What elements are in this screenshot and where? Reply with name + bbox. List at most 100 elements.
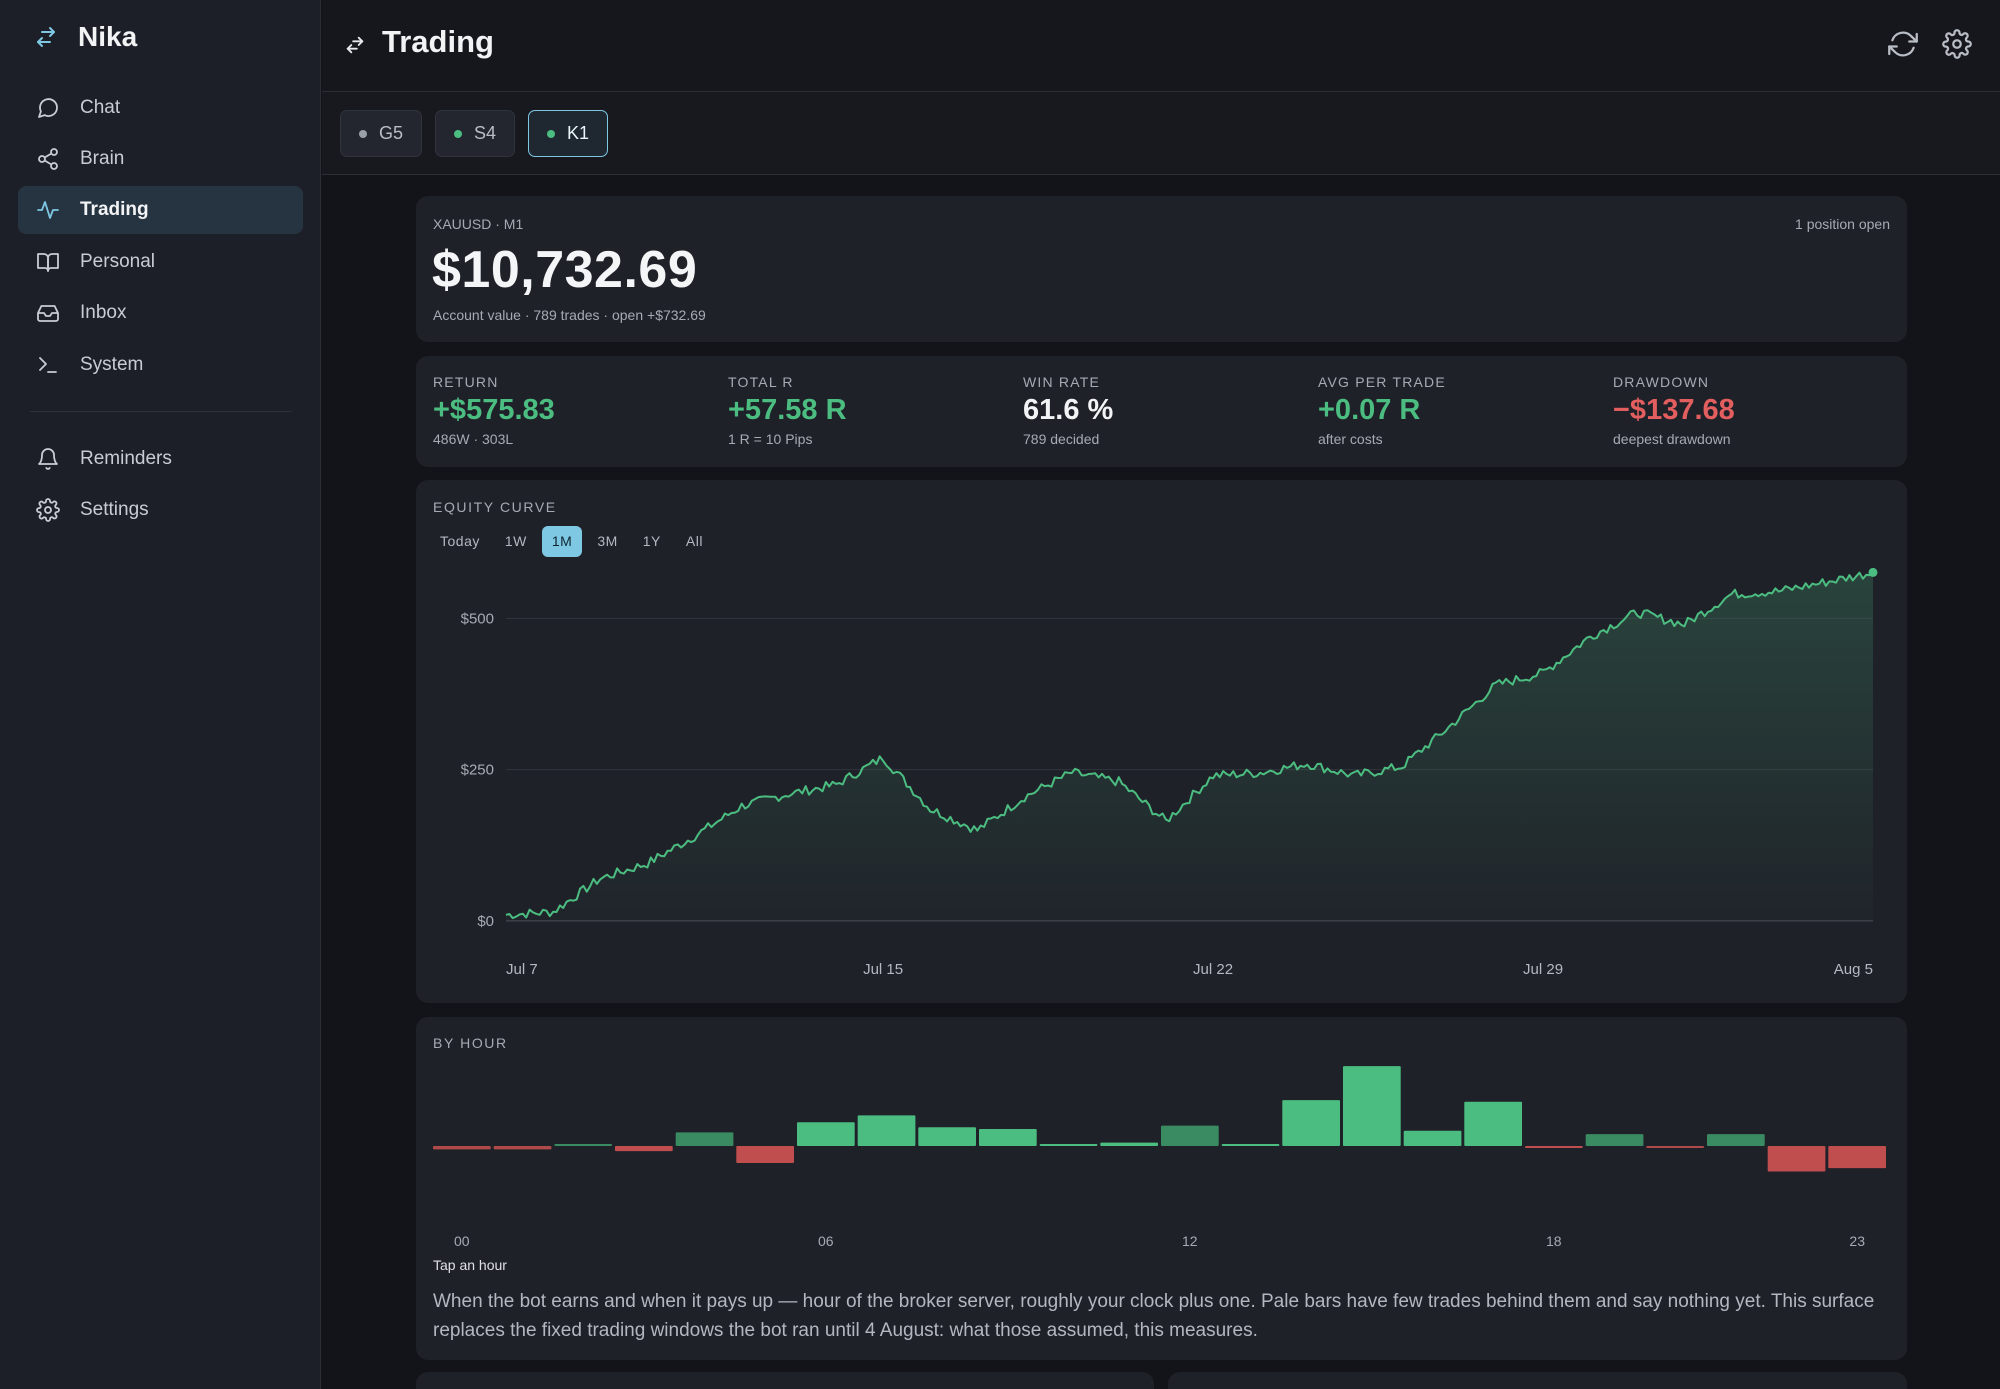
gear-icon [36, 498, 60, 522]
page-header: Trading [322, 0, 2000, 92]
hour-bar-21 [1707, 1134, 1765, 1146]
hour-bar-17 [1464, 1101, 1522, 1146]
hour-bar-15 [1343, 1066, 1401, 1146]
sidebar-item-label: Trading [80, 199, 149, 220]
stat-value: +57.58 R [728, 394, 847, 426]
hour-bar-12 [1161, 1125, 1219, 1146]
y-tick-label: $0 [477, 913, 494, 930]
stat-win-rate: WIN RATE 61.6 % 789 decided [1023, 374, 1113, 447]
range-1m[interactable]: 1M [541, 526, 583, 557]
sidebar-item-reminders[interactable]: Reminders [18, 435, 303, 483]
hour-bar-05 [736, 1146, 794, 1163]
hour-bar-03 [615, 1146, 673, 1152]
sidebar-item-personal[interactable]: Personal [18, 238, 303, 286]
inbox-icon [37, 305, 59, 322]
status-dot [359, 129, 367, 138]
sidebar-item-brain[interactable]: Brain [18, 135, 303, 183]
terminal-icon [39, 357, 57, 373]
sidebar-item-settings[interactable]: Settings [18, 486, 303, 534]
by-hour-chart[interactable]: 00 06 12 18 23 [416, 1017, 1907, 1257]
status-dot [454, 129, 462, 138]
stat-value: +0.07 R [1318, 394, 1421, 426]
hour-tick-label: 06 [818, 1233, 834, 1249]
range-all[interactable]: All [685, 533, 703, 549]
hour-bar-13 [1221, 1144, 1280, 1146]
x-tick-label: Jul 22 [1193, 961, 1233, 978]
hour-bar-23 [1828, 1146, 1886, 1169]
hour-tick-label: 00 [454, 1233, 470, 1249]
gear-icon[interactable] [1942, 29, 1972, 59]
bot-label: S4 [474, 123, 497, 143]
x-tick-label: Aug 5 [1834, 961, 1873, 978]
hour-bar-20 [1646, 1146, 1704, 1148]
range-today[interactable]: Today [440, 533, 480, 549]
sidebar: Nika Chat Brain Trading Personal Inbox S… [0, 0, 321, 1389]
bot-label: G5 [379, 123, 404, 143]
equity-area [506, 572, 1873, 921]
sidebar-item-label: Settings [80, 499, 149, 520]
stat-sub: 789 decided [1023, 431, 1100, 447]
y-tick-label: $250 [461, 762, 494, 779]
pulse-icon [37, 201, 59, 219]
bot-chip-s4[interactable]: S4 [435, 110, 516, 157]
hour-bar-22 [1767, 1146, 1826, 1172]
sidebar-item-chat[interactable]: Chat [18, 84, 303, 132]
range-selector: Today 1W 1M 3M 1Y All [430, 526, 718, 557]
stat-sub: 1 R = 10 Pips [728, 431, 813, 447]
section-title: BY HOUR [433, 1035, 508, 1051]
account-subtitle: Account value · 789 trades · open +$732.… [433, 307, 706, 323]
equity-last-point [1868, 567, 1878, 577]
account-card: XAUUSD · M1 1 position open $10,732.69 A… [416, 196, 1907, 342]
y-tick-label: $500 [461, 610, 494, 627]
equity-curve-card: EQUITY CURVE Today 1W 1M 3M 1Y All $0 $25… [416, 480, 1907, 1003]
stat-drawdown: DRAWDOWN −$137.68 deepest drawdown [1613, 374, 1735, 447]
sidebar-item-label: System [80, 354, 144, 375]
stat-label: DRAWDOWN [1613, 374, 1710, 390]
sidebar-item-label: Personal [80, 251, 155, 272]
hour-bar-06 [797, 1122, 855, 1146]
sidebar-item-inbox[interactable]: Inbox [18, 289, 303, 337]
account-value: $10,732.69 [432, 241, 698, 299]
stat-value: −$137.68 [1613, 394, 1735, 426]
range-1w[interactable]: 1W [504, 533, 527, 549]
refresh-icon[interactable] [1888, 29, 1918, 59]
stat-value: +$575.83 [433, 394, 555, 426]
swap-arrows-icon[interactable] [344, 34, 366, 56]
sidebar-item-label: Reminders [80, 448, 172, 469]
stat-label: WIN RATE [1023, 374, 1101, 390]
symbol-label: XAUUSD · M1 [433, 216, 524, 232]
app-name: Nika [78, 21, 138, 52]
brand[interactable]: Nika [34, 18, 137, 56]
bot-selector: G5 S4 K1 [322, 92, 2000, 175]
bot-chip-g5[interactable]: G5 [340, 110, 423, 157]
stat-sub: after costs [1318, 431, 1383, 447]
bot-chip-k1[interactable]: K1 [528, 110, 609, 157]
x-tick-label: Jul 15 [863, 961, 903, 978]
status-dot [547, 129, 555, 138]
chat-bubble-icon [38, 98, 58, 118]
equity-chart[interactable]: $0 $250 $500 Jul 7 Jul 15 Jul 22 Jul 29 Aug 5 [416, 480, 1907, 1003]
bell-icon [38, 448, 58, 470]
by-hour-card: BY HOUR 00 06 12 18 23 Tap an hour When the … [416, 1017, 1907, 1360]
hour-bar-01 [493, 1146, 552, 1150]
next-card-right [1168, 1372, 1907, 1389]
stat-return: RETURN +$575.83 486W · 303L [433, 374, 555, 447]
hour-tick-label: 23 [1849, 1233, 1865, 1249]
next-card-left [416, 1372, 1154, 1389]
positions-badge[interactable]: 1 position open [1795, 216, 1890, 232]
equity-line [505, 571, 1874, 920]
hour-bar-07 [857, 1115, 916, 1146]
hour-bar-09 [979, 1129, 1037, 1146]
hour-bar-04 [675, 1132, 734, 1146]
hour-tick-label: 12 [1182, 1233, 1198, 1249]
stat-sub: deepest drawdown [1613, 431, 1731, 447]
range-1y[interactable]: 1Y [642, 533, 661, 549]
sidebar-item-label: Chat [80, 97, 121, 118]
sidebar-item-trading[interactable]: Trading [18, 186, 303, 234]
hour-bar-08 [918, 1127, 976, 1146]
stat-label: TOTAL R [728, 374, 794, 390]
sidebar-item-label: Inbox [80, 302, 127, 323]
range-3m[interactable]: 3M [597, 533, 618, 549]
hour-bar-11 [1100, 1142, 1158, 1146]
sidebar-item-system[interactable]: System [18, 341, 303, 389]
